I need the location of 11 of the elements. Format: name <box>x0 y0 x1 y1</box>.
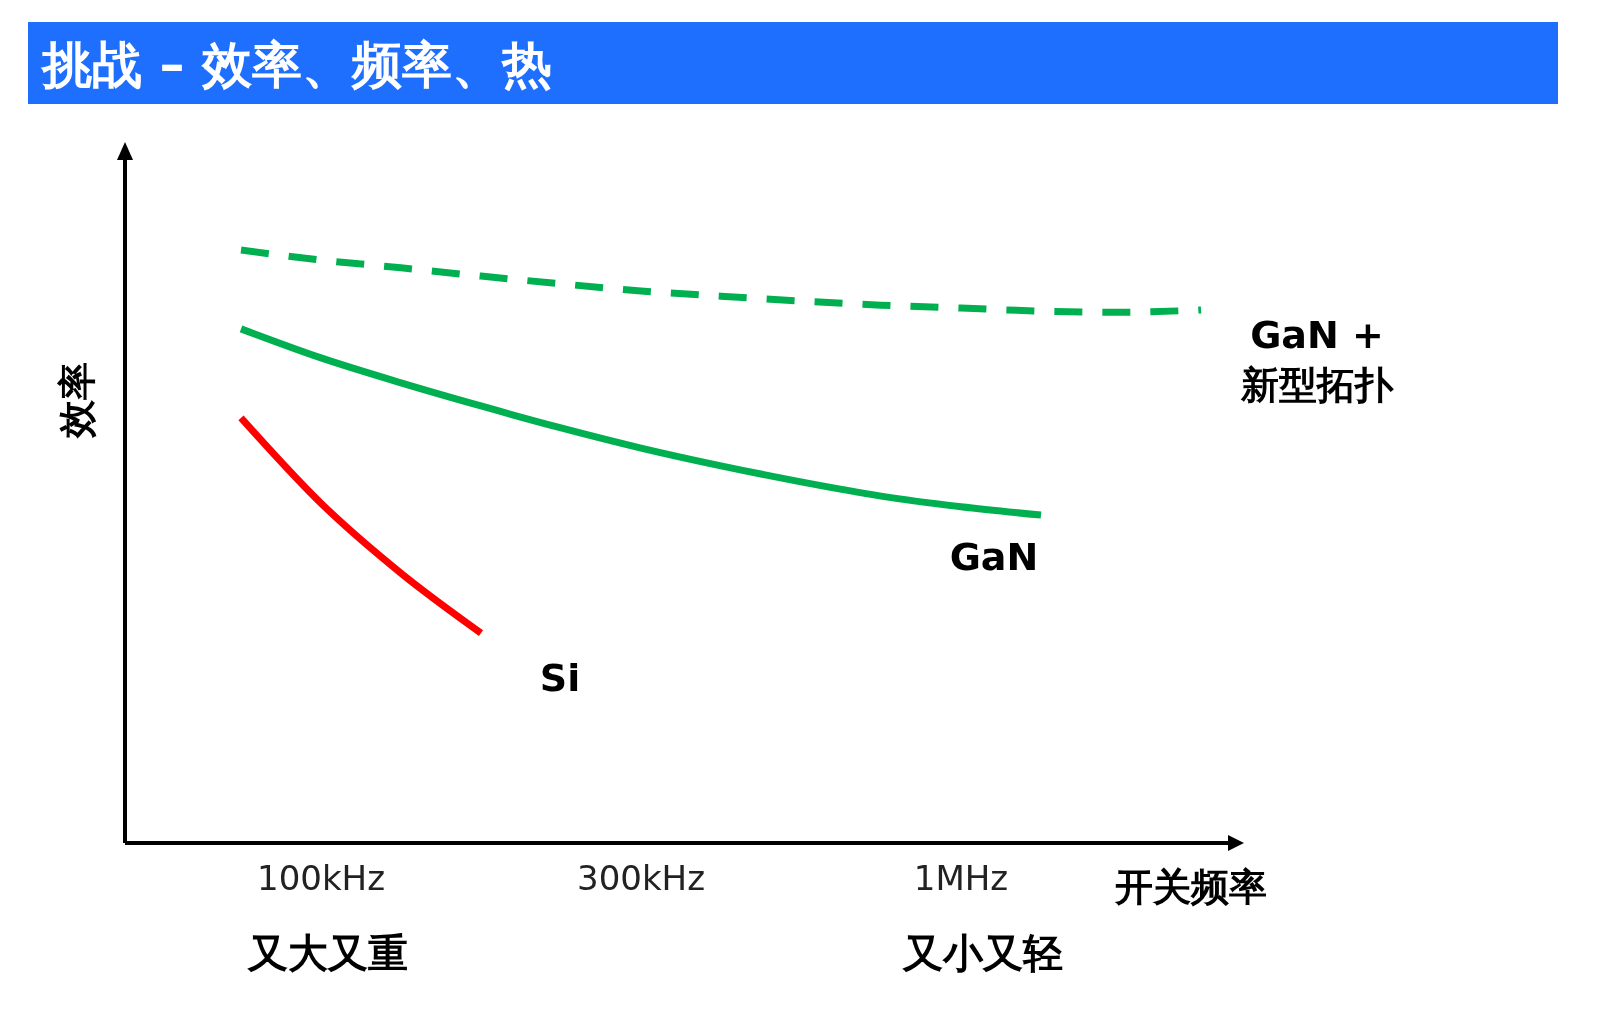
series-label: GaN <box>949 535 1039 580</box>
series-label: GaN + 新型拓扑 <box>1240 312 1394 407</box>
x-tick-label: 1MHz <box>913 858 1009 898</box>
y-axis-title: 效率 <box>55 362 99 439</box>
x-tick-label: 100kHz <box>257 858 385 898</box>
series-label: Si <box>539 656 581 701</box>
text: 又大又重 <box>247 930 408 976</box>
chart-title: 挑战 – 效率、频率、热 <box>40 36 552 94</box>
x-tick-label: 300kHz <box>577 858 705 898</box>
text: 又小又轻 <box>902 930 1063 976</box>
x-axis-title: 开关频率 <box>1114 865 1267 909</box>
